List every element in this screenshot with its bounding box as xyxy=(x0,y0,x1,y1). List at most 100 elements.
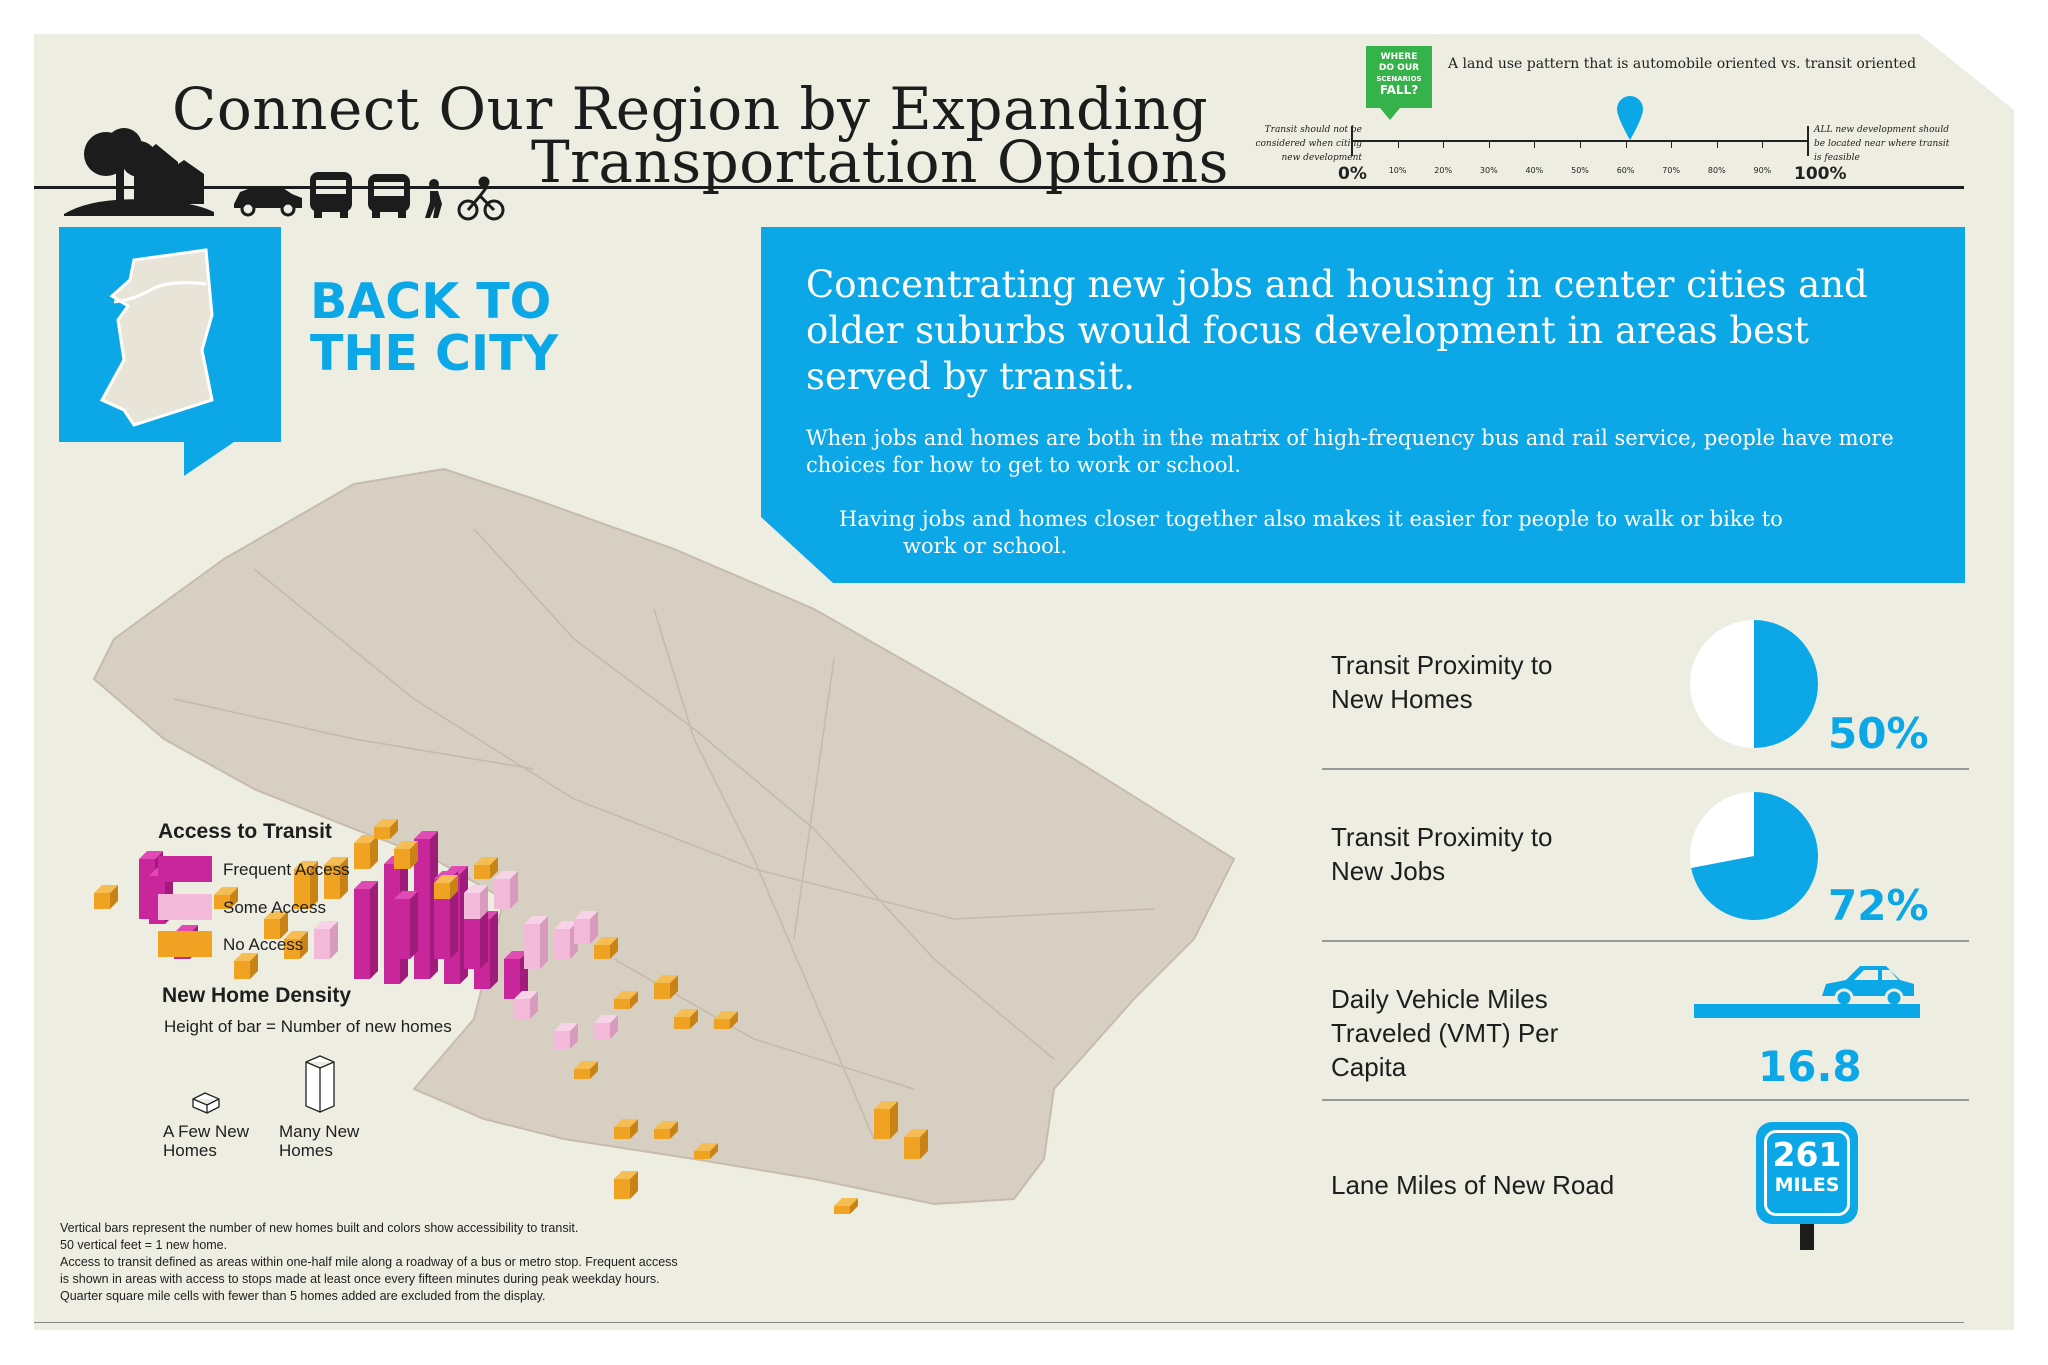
legend-label-some: Some Access xyxy=(223,898,326,917)
label-line: Capita xyxy=(1331,1052,1407,1082)
map-bars xyxy=(94,819,928,1214)
map-bar xyxy=(214,887,238,909)
pie-slice xyxy=(1754,620,1818,748)
road-sign-unit: MILES xyxy=(1774,1174,1840,1196)
label-line: Many New xyxy=(279,1122,360,1141)
label-line: Homes xyxy=(279,1141,333,1160)
house-tree-silhouette-icon xyxy=(64,128,214,216)
road-sign-number: 261 xyxy=(1772,1135,1842,1174)
map-bar xyxy=(614,991,638,1009)
paragraph-line: Having jobs and homes closer together al… xyxy=(839,507,1783,531)
footnote-line: 50 vertical feet = 1 new home. xyxy=(60,1238,228,1252)
legend-swatch-frequent xyxy=(158,856,212,882)
intro-paragraph-2: Having jobs and homes closer together al… xyxy=(839,506,1783,560)
scale-tick-label: 70% xyxy=(1662,166,1681,175)
footnote-line: Quarter square mile cells with fewer tha… xyxy=(60,1289,546,1303)
map-bar xyxy=(264,911,288,939)
map-bar xyxy=(674,1009,698,1029)
note-line: considered when citing xyxy=(1255,139,1362,149)
scale-tick xyxy=(1488,140,1490,148)
scale-tick xyxy=(1671,140,1673,148)
bus-icon xyxy=(310,172,352,218)
scenario-badge: WHERE DO OUR SCENARIOS FALL? xyxy=(1366,46,1432,108)
label-line: New Jobs xyxy=(1331,856,1446,886)
label-line: Traveled (VMT) Per xyxy=(1331,1018,1559,1048)
car-icon xyxy=(234,186,302,217)
divider xyxy=(1322,940,1969,942)
pedestrian-icon xyxy=(425,179,442,218)
note-line: ALL new development should xyxy=(1814,125,1949,135)
label-line: A Few New xyxy=(163,1122,249,1141)
map-bar xyxy=(574,911,598,944)
map-bar xyxy=(94,885,118,909)
road-sign-post xyxy=(1800,1224,1814,1250)
label-line: Homes xyxy=(163,1141,217,1160)
metric-vmt-value: 16.8 xyxy=(1758,1042,1862,1091)
footnote-line: is shown in areas with access to stops m… xyxy=(60,1272,660,1286)
scale-tick xyxy=(1580,140,1581,148)
map-bar xyxy=(594,937,618,959)
intro-panel xyxy=(761,227,1965,583)
divider xyxy=(1322,1099,1969,1101)
intro-headline: Concentrating new jobs and housing in ce… xyxy=(806,263,1868,398)
intro-paragraph-1: When jobs and homes are both in the matr… xyxy=(806,426,1894,477)
transportation-silhouettes xyxy=(64,128,505,221)
map-bar xyxy=(394,841,418,869)
header-rule xyxy=(34,186,1964,189)
paragraph-line: work or school. xyxy=(903,534,1068,558)
footer-rule xyxy=(34,1322,1964,1323)
infographic-poster: Connect Our Region by Expanding Transpor… xyxy=(34,34,2014,1330)
map-bar xyxy=(464,885,488,919)
few-homes-label: A Few New Homes xyxy=(163,1122,249,1160)
badge-line: FALL? xyxy=(1379,83,1419,97)
label-line: Transit Proximity to xyxy=(1331,650,1553,680)
scale-tick-label: 20% xyxy=(1434,166,1453,175)
note-line: Transit should not be xyxy=(1264,125,1362,135)
map-bar xyxy=(494,871,518,909)
scale-tick-label: 50% xyxy=(1571,166,1589,175)
map-bar xyxy=(524,916,548,969)
map-bar xyxy=(324,857,348,879)
map-bar xyxy=(554,1023,578,1049)
map-bar xyxy=(354,835,378,869)
bicycle-icon xyxy=(457,176,505,221)
scale-tick-label: 60% xyxy=(1616,166,1635,175)
legend-density-subtitle: Height of bar = Number of new homes xyxy=(164,1017,452,1036)
metric-jobs-value: 72% xyxy=(1828,881,1929,930)
page-title-line1: Connect Our Region by Expanding xyxy=(172,75,1209,143)
location-pin-icon xyxy=(1617,96,1644,140)
scale-tick xyxy=(1625,140,1627,148)
road-sign-inner xyxy=(1764,1130,1850,1216)
metric-road-label: Lane Miles of New Road xyxy=(1331,1170,1615,1200)
pie-slice xyxy=(1691,792,1818,920)
map-bar xyxy=(834,1198,858,1214)
legend-density-title: New Home Density xyxy=(162,984,352,1007)
scale-end-left xyxy=(1351,126,1353,156)
scale-tick xyxy=(1397,140,1399,148)
note-line: is feasible xyxy=(1814,153,1860,163)
many-homes-label: Many New Homes xyxy=(279,1122,359,1160)
pie-chart-icon xyxy=(1690,792,1818,920)
scale-left-note: Transit should not be considered when ci… xyxy=(1242,123,1362,165)
metric-vmt-label: Daily Vehicle Miles Traveled (VMT) Per C… xyxy=(1331,982,1558,1084)
map-bar xyxy=(614,1119,638,1139)
scale-tick xyxy=(1762,140,1764,148)
label-line: New Homes xyxy=(1331,684,1473,714)
map-bar xyxy=(394,891,418,959)
scenario-heading: BACK TO THE CITY xyxy=(310,276,558,380)
map-bar xyxy=(354,881,378,979)
scale-tick-label: 30% xyxy=(1479,166,1498,175)
map-bar xyxy=(614,1171,638,1199)
map-bar xyxy=(284,931,308,959)
scale-right-note: ALL new development should be located ne… xyxy=(1814,123,1964,165)
legend-label-none: No Access xyxy=(223,935,304,954)
scale-end-right xyxy=(1807,126,1809,156)
map-bar xyxy=(374,819,398,839)
map-bar xyxy=(434,875,458,899)
page-title-line2: Transportation Options xyxy=(531,128,1229,196)
legend-access-title: Access to Transit xyxy=(158,820,332,843)
scale-description: A land use pattern that is automobile or… xyxy=(1448,56,1917,72)
county-outline-icon xyxy=(99,248,214,427)
map-bar xyxy=(234,953,258,979)
scenario-icon-tail xyxy=(184,442,234,476)
